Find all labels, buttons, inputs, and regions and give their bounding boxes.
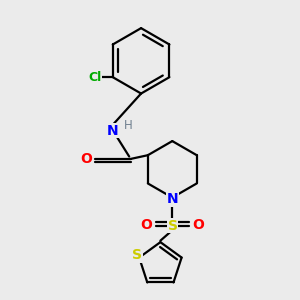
- Text: N: N: [107, 124, 119, 138]
- Text: S: S: [132, 248, 142, 262]
- Text: O: O: [80, 152, 92, 166]
- Text: O: O: [140, 218, 152, 233]
- Text: Cl: Cl: [88, 71, 102, 84]
- Text: H: H: [124, 119, 133, 132]
- Text: O: O: [192, 218, 204, 233]
- Text: S: S: [168, 219, 178, 233]
- Text: N: N: [167, 192, 178, 206]
